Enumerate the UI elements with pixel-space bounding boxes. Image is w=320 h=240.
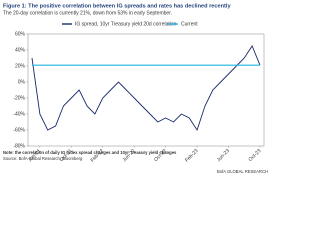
y-tick-label: 0% xyxy=(18,79,26,85)
x-tick-label: Jun-23 xyxy=(216,148,231,163)
chart-title: Figure 1: The positive correlation betwe… xyxy=(3,3,231,9)
plot-frame xyxy=(27,33,265,147)
chart: Figure 1: The positive correlation betwe… xyxy=(3,3,268,174)
x-tick-label: Feb-23 xyxy=(184,148,200,164)
legend-label: IG spread, 10yr Treasury yield 20d corre… xyxy=(75,21,177,27)
y-tick-label: -40% xyxy=(13,111,25,117)
y-tick-label: 20% xyxy=(15,63,26,69)
y-tick-label: 60% xyxy=(15,31,26,37)
x-tick-label: Oct-23 xyxy=(247,148,262,163)
chart-subtitle: The 20-day correlation is currently 21%,… xyxy=(3,10,172,16)
y-tick-label: -20% xyxy=(13,95,25,101)
y-tick-label: 40% xyxy=(15,47,26,53)
y-tick-label: -80% xyxy=(13,143,25,149)
series-line xyxy=(31,45,261,132)
brand: BofA GLOBAL RESEARCH xyxy=(217,169,268,174)
note: Note: the correlation of daily IG index … xyxy=(3,150,177,155)
page: {"chart_data": {"type": "line", "title":… xyxy=(3,3,268,175)
legend-label: Current xyxy=(181,21,198,27)
y-tick-label: -60% xyxy=(13,127,25,133)
source: Source: BofA Global Research, Bloomberg xyxy=(3,156,83,161)
